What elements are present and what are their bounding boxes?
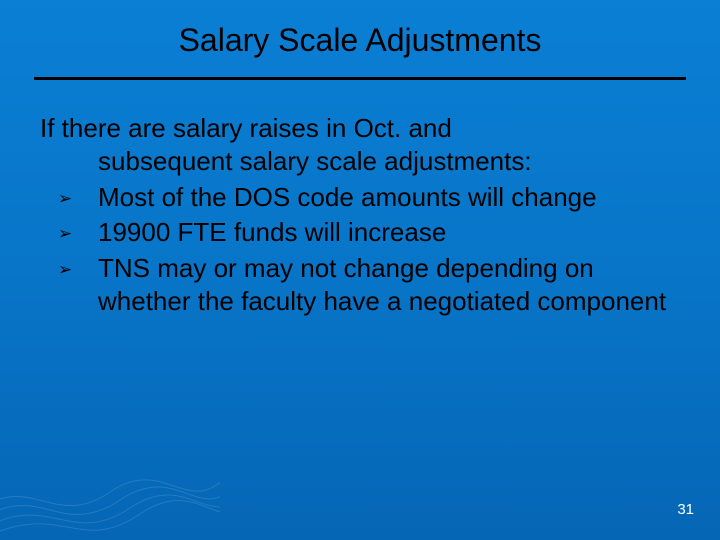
slide-body: If there are salary raises in Oct. and s… bbox=[0, 80, 720, 318]
page-number: 31 bbox=[677, 501, 694, 518]
bullet-text: Most of the DOS code amounts will change bbox=[98, 181, 680, 214]
bullet-item: ➢ TNS may or may not change depending on… bbox=[40, 252, 680, 319]
bullet-text: 19900 FTE funds will increase bbox=[98, 216, 680, 249]
intro-line-2: subsequent salary scale adjustments: bbox=[40, 145, 680, 178]
bullet-text: TNS may or may not change depending on w… bbox=[98, 252, 680, 319]
decorative-swirl-icon bbox=[0, 380, 220, 540]
bullet-item: ➢ Most of the DOS code amounts will chan… bbox=[40, 181, 680, 214]
bullet-item: ➢ 19900 FTE funds will increase bbox=[40, 216, 680, 249]
intro-text: If there are salary raises in Oct. and s… bbox=[40, 112, 680, 177]
title-area: Salary Scale Adjustments bbox=[0, 0, 720, 59]
slide: Salary Scale Adjustments If there are sa… bbox=[0, 0, 720, 540]
slide-title: Salary Scale Adjustments bbox=[0, 22, 720, 59]
chevron-right-icon: ➢ bbox=[40, 252, 98, 281]
chevron-right-icon: ➢ bbox=[40, 216, 98, 245]
bullet-list: ➢ Most of the DOS code amounts will chan… bbox=[40, 181, 680, 318]
intro-line-1: If there are salary raises in Oct. and bbox=[40, 112, 680, 145]
chevron-right-icon: ➢ bbox=[40, 181, 98, 210]
